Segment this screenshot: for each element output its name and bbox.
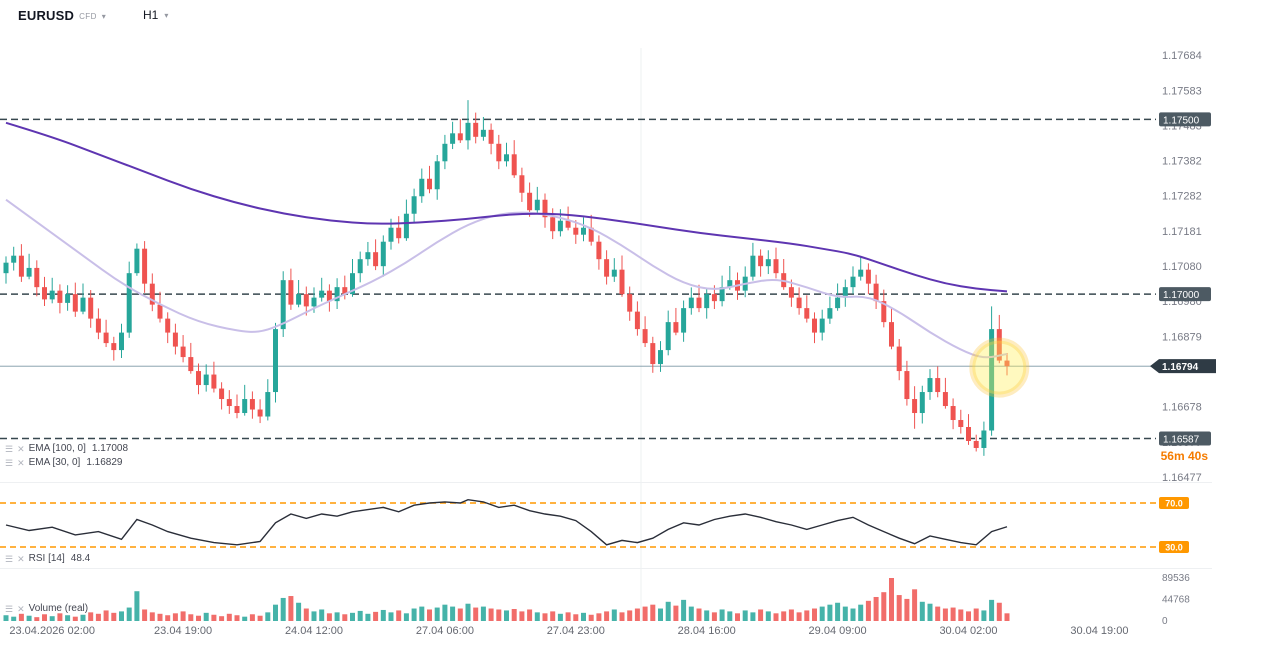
ema30-label: EMA [30, 0]: [28, 457, 81, 468]
ema100-legend: ☰ ✕ EMA [100, 0] 1.17008: [5, 443, 128, 454]
svg-text:23.04 19:00: 23.04 19:00: [154, 625, 212, 637]
legend-menu-icon[interactable]: ☰: [5, 443, 14, 454]
svg-text:1.16678: 1.16678: [1162, 402, 1202, 414]
timeframe-label: H1: [143, 8, 159, 22]
svg-text:1.17080: 1.17080: [1162, 261, 1202, 273]
svg-text:0: 0: [1162, 616, 1168, 627]
legend-menu-icon[interactable]: ☰: [5, 457, 14, 468]
svg-text:23.04.2026 02:00: 23.04.2026 02:00: [9, 625, 95, 637]
svg-text:30.0: 30.0: [1165, 543, 1183, 553]
svg-text:1.17583: 1.17583: [1162, 85, 1202, 97]
rsi-line: [5, 498, 1008, 546]
svg-text:44768: 44768: [1162, 595, 1190, 606]
svg-text:1.17382: 1.17382: [1162, 156, 1202, 168]
ema30-legend: ☰ ✕ EMA [30, 0] 1.16829: [5, 457, 122, 468]
svg-text:1.16587: 1.16587: [1163, 435, 1200, 446]
ema100-label: EMA [100, 0]: [28, 443, 86, 454]
rsi-panel: 70.0 30.0: [0, 497, 1189, 553]
svg-text:1.17000: 1.17000: [1163, 290, 1200, 301]
svg-text:1.17282: 1.17282: [1162, 191, 1202, 203]
svg-text:30.04 02:00: 30.04 02:00: [939, 625, 997, 637]
svg-text:27.04 06:00: 27.04 06:00: [416, 625, 474, 637]
svg-text:1.16477: 1.16477: [1162, 472, 1202, 484]
rsi-legend: ☰ ✕ RSI [14] 48.4: [5, 553, 90, 564]
svg-text:24.04 12:00: 24.04 12:00: [285, 625, 343, 637]
ema30-line: [5, 198, 1008, 359]
legend-menu-icon[interactable]: ☰: [5, 553, 14, 564]
svg-text:29.04 09:00: 29.04 09:00: [809, 625, 867, 637]
volume-label: Volume (real): [28, 603, 89, 614]
current-price-label: 1.16794: [1150, 359, 1216, 374]
svg-text:1.17684: 1.17684: [1162, 50, 1202, 62]
symbol-selector[interactable]: EURUSD CFD ▾: [18, 8, 106, 23]
level-badges: 1.17500 1.17000 1.16587: [1159, 112, 1211, 446]
legend-menu-icon[interactable]: ☰: [5, 603, 14, 614]
svg-text:1.17181: 1.17181: [1162, 226, 1202, 238]
legend-close-icon[interactable]: ✕: [17, 457, 25, 468]
ema100-value: 1.17008: [91, 443, 129, 454]
volume-legend: ☰ ✕ Volume (real): [5, 603, 88, 614]
svg-text:1.16879: 1.16879: [1162, 331, 1202, 343]
ema-lines: [5, 121, 1008, 359]
candles-layer: [3, 100, 1010, 456]
svg-text:1.17500: 1.17500: [1163, 115, 1200, 126]
time-axis: 23.04.2026 02:00 23.04 19:00 24.04 12:00 27…: [9, 625, 1128, 637]
legend-close-icon[interactable]: ✕: [17, 603, 25, 614]
chevron-down-icon: ▾: [101, 11, 106, 21]
rsi-label: RSI [14]: [28, 553, 65, 564]
rsi-value: 48.4: [70, 553, 91, 564]
svg-text:70.0: 70.0: [1165, 499, 1183, 509]
chevron-down-icon: ▾: [164, 11, 169, 20]
highlight-circle: [969, 337, 1030, 398]
candle-countdown: 56m 40s: [1160, 449, 1208, 463]
ema30-value: 1.16829: [86, 457, 123, 468]
svg-text:30.04 19:00: 30.04 19:00: [1070, 625, 1128, 637]
svg-text:28.04 16:00: 28.04 16:00: [678, 625, 736, 637]
svg-text:89536: 89536: [1162, 573, 1190, 584]
svg-text:27.04 23:00: 27.04 23:00: [547, 625, 605, 637]
panel-dividers: [0, 48, 1212, 622]
symbol-name: EURUSD: [18, 8, 75, 23]
volume-panel: 89536 44768 0: [3, 573, 1190, 627]
svg-text:1.16794: 1.16794: [1162, 362, 1199, 373]
chart-topbar: EURUSD CFD ▾ H1 ▾: [0, 0, 1272, 32]
legend-close-icon[interactable]: ✕: [17, 553, 25, 564]
ema100-line: [5, 121, 1008, 293]
market-type-label: CFD: [79, 11, 97, 21]
legend-close-icon[interactable]: ✕: [17, 443, 25, 454]
timeframe-selector[interactable]: H1 ▾: [143, 8, 168, 22]
